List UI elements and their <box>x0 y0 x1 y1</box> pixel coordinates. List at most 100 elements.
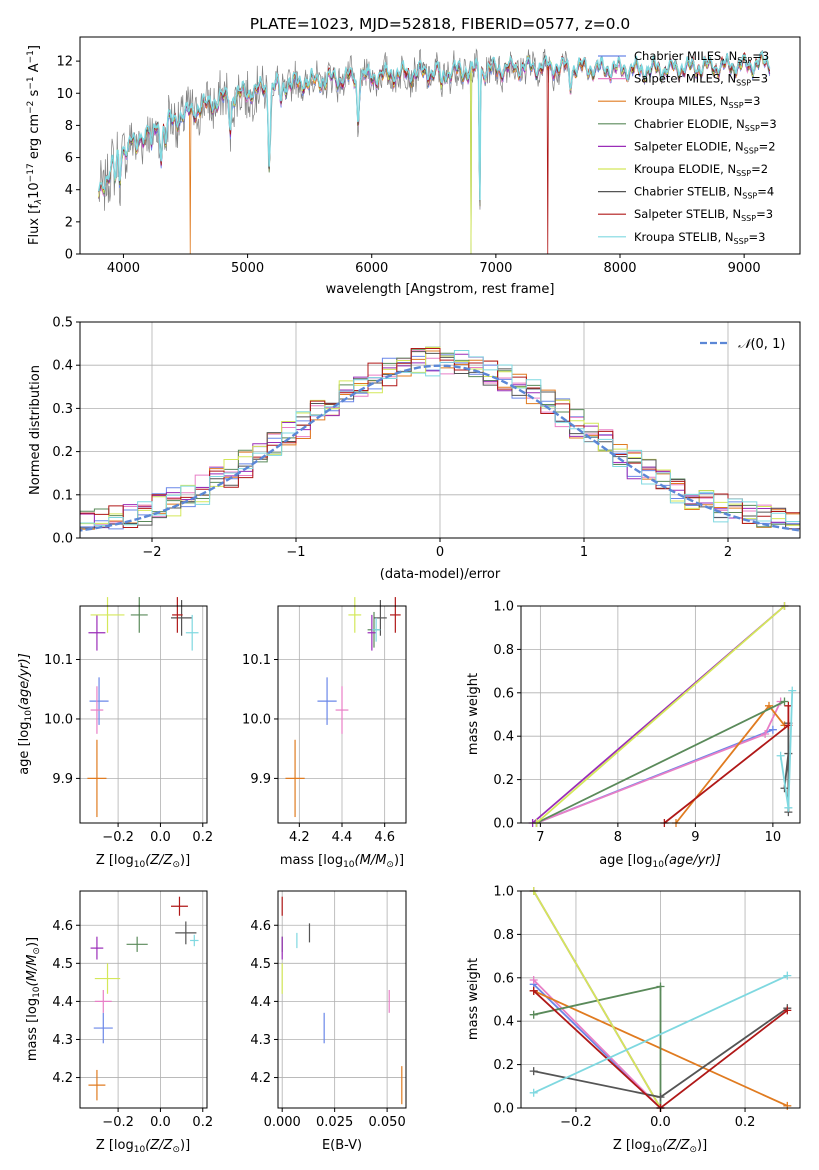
mw-age-xlabel: age [log10(age/yr)] <box>599 853 721 870</box>
errorbar-point <box>390 597 401 633</box>
y-tick-label: 12 <box>56 55 73 70</box>
x-tick-label: 10 <box>765 830 782 845</box>
errorbar-point <box>94 989 112 1013</box>
y-tick-label: 0.2 <box>493 773 514 788</box>
mass-weight-line <box>536 700 785 824</box>
x-tick-label: −0.2 <box>102 1115 134 1130</box>
y-tick-label: 0.0 <box>493 1102 514 1117</box>
y-tick-label: 4.6 <box>250 919 271 934</box>
mass-ebv-axes-frame <box>277 890 407 1109</box>
legend-label: Salpeter ELODIE, NSSP=2 <box>634 139 776 155</box>
x-tick-label: 4.4 <box>332 830 353 845</box>
x-tick-label: 0 <box>436 545 444 560</box>
errorbar-point <box>371 617 381 642</box>
x-tick-label: 6000 <box>355 261 388 276</box>
mass-vs-ebv-panel: 0.000 0.025 0.050 4.2 4.3 4.4 4.5 4.6 E(B-V) <box>250 890 407 1153</box>
legend-label: Chabrier STELIB, NSSP=4 <box>634 185 774 201</box>
y-tick-label: 2 <box>65 215 73 230</box>
mass-weight-line <box>783 723 790 813</box>
errorbar-point <box>172 597 183 633</box>
y-tick-label: 4.4 <box>250 995 271 1010</box>
errorbar-point <box>93 1012 113 1044</box>
errorbar-point <box>90 597 125 633</box>
y-tick-label: 0.8 <box>493 643 514 658</box>
spectrum-title: PLATE=1023, MJD=52818, FIBERID=0577, z=0… <box>250 15 631 33</box>
x-tick-label: −2 <box>142 545 161 560</box>
x-tick-label: 0.050 <box>369 1115 406 1130</box>
x-tick-label: 0.2 <box>192 1115 213 1130</box>
massweight-vs-metallicity-panel: −0.2 0.0 0.2 0.0 0.2 0.4 0.6 0.8 1.0 Z [log10(Z/… <box>466 885 801 1155</box>
x-tick-label: 0.0 <box>150 830 171 845</box>
x-tick-label: −0.2 <box>560 1115 592 1130</box>
x-tick-label: 7 <box>536 830 544 845</box>
spectrum-xlabel: wavelength [Angstrom, rest frame] <box>326 282 555 297</box>
age-vs-mass-panel: 4.2 4.4 4.6 9.9 10.0 10.1 mass [log10(M/M⊙)] <box>242 597 407 870</box>
mw-z-ylabel: mass weight <box>466 958 481 1040</box>
histogram-step-line <box>80 350 800 526</box>
mass-weight-marker <box>761 730 770 739</box>
y-tick-label: 0.6 <box>493 686 514 701</box>
x-tick-label: 4.2 <box>289 830 310 845</box>
y-tick-label: 10.0 <box>44 712 73 727</box>
x-tick-label: 4000 <box>107 261 140 276</box>
y-tick-label: 4.3 <box>250 1033 271 1048</box>
age-z-xlabel: Z [log10(Z/Z⊙)] <box>96 853 190 870</box>
x-tick-label: 0.2 <box>192 830 213 845</box>
legend-label: Kroupa STELIB, NSSP=3 <box>634 230 765 246</box>
x-tick-label: 8000 <box>603 261 636 276</box>
mass-weight-marker <box>783 971 792 980</box>
errorbar-point <box>335 686 349 734</box>
mw-age-axes-frame <box>520 605 801 824</box>
errorbar-point <box>126 936 148 952</box>
errorbar-point <box>130 597 148 633</box>
y-tick-label: 4 <box>65 183 73 198</box>
spectrum-legend: Chabrier MILES, NSSP=3 Salpeter MILES, NS… <box>598 49 777 246</box>
y-tick-label: 4.5 <box>52 957 73 972</box>
mass-weight-line <box>532 890 662 1109</box>
errorbar-point <box>190 934 199 947</box>
spectrum-panel: PLATE=1023, MJD=52818, FIBERID=0577, z=0… <box>26 15 801 297</box>
mass-weight-marker <box>656 1093 665 1102</box>
y-tick-label: 4.3 <box>52 1033 73 1048</box>
errorbar-point <box>171 896 188 916</box>
errorbar-point <box>348 597 362 633</box>
mass-weight-marker <box>783 1006 792 1015</box>
mass-weight-marker <box>788 686 797 695</box>
errorbar-point <box>89 677 109 725</box>
residual-histogram-panel: −2 −1 0 1 2 0.0 0.1 0.2 0.3 0.4 0.5 (data-model)/e… <box>28 316 801 582</box>
mass-weight-line <box>535 605 786 824</box>
x-tick-label: 9 <box>691 830 699 845</box>
mass-weight-marker <box>776 751 785 760</box>
y-tick-label: 4.5 <box>250 957 271 972</box>
y-tick-label: 0.6 <box>493 971 514 986</box>
residual-xlabel: (data-model)/error <box>380 567 501 582</box>
mass-weight-marker <box>784 803 793 812</box>
x-tick-label: 2 <box>724 545 732 560</box>
y-tick-label: 0.4 <box>493 1015 514 1030</box>
y-tick-label: 4.4 <box>52 995 73 1010</box>
y-tick-label: 0.3 <box>52 402 73 417</box>
y-tick-label: 0.4 <box>493 730 514 745</box>
y-tick-label: 8 <box>65 119 73 134</box>
age-vs-metallicity-panel: −0.2 0.0 0.2 9.9 10.0 10.1 Z [log10(Z/Z⊙)] ag… <box>17 597 213 870</box>
legend-label: Salpeter STELIB, NSSP=3 <box>634 207 773 223</box>
x-tick-label: 0.0 <box>650 1115 671 1130</box>
errorbar-point <box>90 936 104 960</box>
y-tick-label: 10.1 <box>44 653 73 668</box>
residual-legend: 𝒩(0, 1) <box>700 337 785 352</box>
x-tick-label: −0.2 <box>102 830 134 845</box>
legend-label: Chabrier ELODIE, NSSP=3 <box>634 117 777 133</box>
x-tick-label: −1 <box>286 545 305 560</box>
legend-label: Salpeter MILES, NSSP=3 <box>634 72 768 88</box>
y-tick-label: 4.2 <box>52 1071 73 1086</box>
x-tick-label: 1 <box>580 545 588 560</box>
legend-label-normal: 𝒩(0, 1) <box>738 337 785 352</box>
y-tick-label: 0.5 <box>52 316 73 331</box>
mass-vs-metallicity-panel: −0.2 0.0 0.2 4.2 4.3 4.4 4.5 4.6 Z [log10(Z/Z⊙)… <box>25 890 213 1155</box>
x-tick-label: 4.6 <box>374 830 395 845</box>
x-tick-label: 9000 <box>728 261 761 276</box>
mass-weight-marker <box>529 975 538 984</box>
errorbar-point <box>88 1069 106 1101</box>
x-tick-label: 8 <box>614 830 622 845</box>
